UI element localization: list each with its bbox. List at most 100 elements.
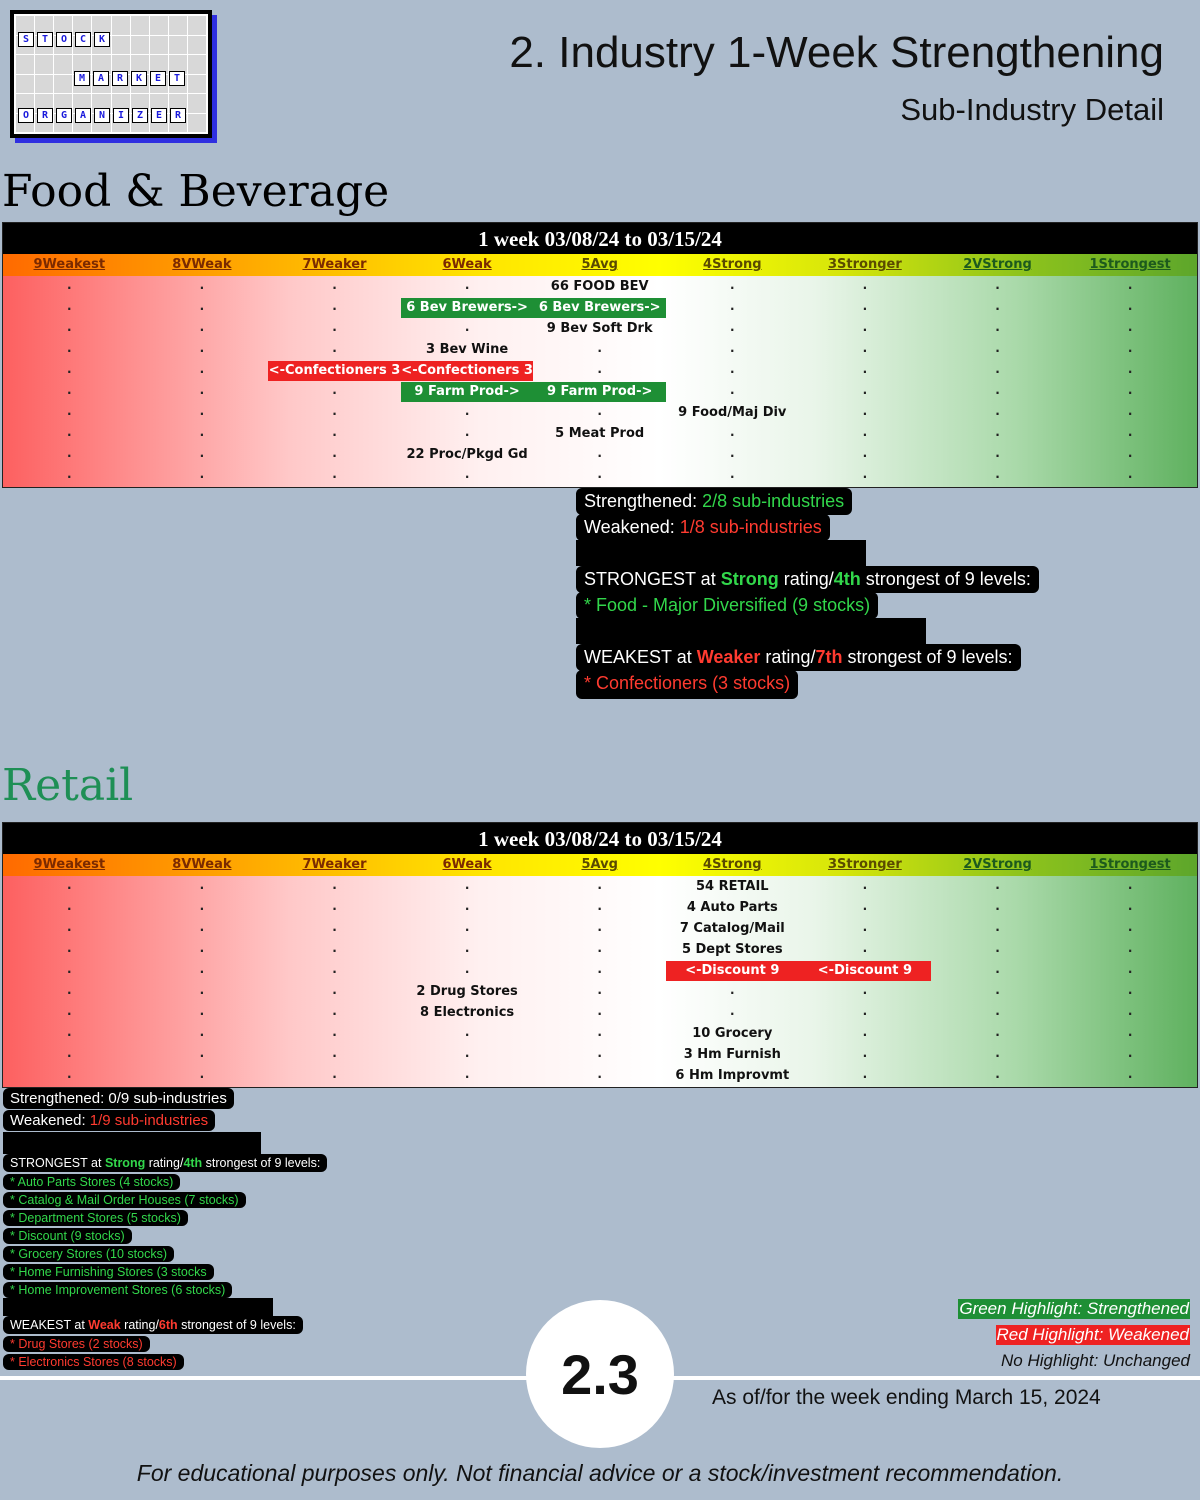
empty-cell-dot: . [995, 278, 1000, 292]
empty-cell-dot: . [995, 404, 1000, 418]
retail-grid-body: ........ 54 RETAIL........ 4 Auto Parts...… [3, 876, 1197, 1087]
empty-cell-dot: . [67, 941, 72, 955]
empty-cell-dot: . [995, 962, 1000, 976]
empty-cell-dot: . [464, 425, 470, 439]
logo-grid-cell [130, 94, 149, 113]
empty-cell-dot: . [199, 1067, 205, 1081]
empty-cell-dot: . [995, 383, 1000, 397]
level-label: 8VWeak [172, 857, 232, 872]
logo-grid-cell [111, 94, 130, 113]
empty-cell-dot: . [730, 362, 735, 376]
food-weakest-line: WEAKEST at Weaker rating/7th strongest o… [576, 644, 1021, 671]
legend-none: No Highlight: Unchanged [1000, 1351, 1190, 1370]
logo-grid-cell [111, 55, 130, 74]
summary-list-item: * Home Improvement Stores (6 stocks) [3, 1282, 233, 1298]
empty-cell-dot: . [464, 920, 470, 934]
empty-cell-dot: . [464, 278, 470, 292]
logo-grid-cell [149, 55, 168, 74]
empty-cell-dot: . [464, 878, 470, 892]
legend-red: Red Highlight: Weakened [995, 1325, 1190, 1345]
level-label: 2VStrong [963, 257, 1032, 272]
empty-cell-dot: . [995, 1067, 1000, 1081]
empty-cell-dot: . [597, 1004, 602, 1018]
summary-list-item: * Drug Stores (2 stocks) [3, 1336, 150, 1352]
empty-cell-dot: . [730, 299, 735, 313]
empty-cell-dot: . [1127, 920, 1133, 934]
logo-grid-cell [168, 94, 187, 113]
logo-grid-cell [187, 35, 206, 54]
retail-level-row: 9Weakest 8VWeak 7Weaker 6Weak 5Avg 4Strong 3St… [3, 854, 1197, 876]
empty-cell-dot: . [995, 320, 1000, 334]
level-label: 1Strongest [1089, 257, 1171, 272]
empty-cell-dot: . [332, 1067, 337, 1081]
sub-industry-cell: <-Discount 9 [798, 961, 932, 981]
logo-grid-cell [149, 94, 168, 113]
empty-cell-dot: . [464, 1025, 470, 1039]
level-label: 1Strongest [1089, 857, 1171, 872]
sub-industry-cell: 6 Hm Improvmt [675, 1068, 790, 1083]
logo-letter: O [18, 108, 34, 123]
logo-grid-cell [92, 94, 111, 113]
empty-cell-dot: . [199, 899, 205, 913]
empty-cell-dot: . [332, 299, 337, 313]
logo-letter: R [170, 108, 186, 123]
empty-cell-dot: . [199, 1004, 205, 1018]
empty-cell-dot: . [1127, 1025, 1133, 1039]
logo-grid-cell [35, 55, 54, 74]
empty-cell-dot: . [597, 983, 602, 997]
summary-list-item: * Discount (9 stocks) [3, 1228, 132, 1244]
logo-letter: T [169, 71, 185, 86]
empty-cell-dot: . [199, 1025, 205, 1039]
empty-cell-dot: . [464, 1067, 470, 1081]
level-label: 6Weak [442, 857, 492, 872]
legend-green: Green Highlight: Strengthened [958, 1299, 1190, 1319]
empty-cell-dot: . [199, 425, 205, 439]
logo-letter: S [18, 32, 34, 47]
empty-cell-dot: . [862, 341, 868, 355]
empty-cell-dot: . [332, 425, 337, 439]
empty-cell-dot: . [67, 383, 72, 397]
sub-industry-cell: 5 Meat Prod [555, 426, 645, 441]
empty-cell-dot: . [332, 446, 337, 460]
empty-cell-dot: . [730, 446, 735, 460]
empty-cell-dot: . [862, 404, 868, 418]
empty-cell-dot: . [1127, 383, 1133, 397]
empty-cell-dot: . [862, 920, 868, 934]
sub-industry-cell: 54 RETAIL [696, 879, 769, 894]
empty-cell-dot: . [995, 1025, 1000, 1039]
logo-letter: E [151, 108, 167, 123]
food-weakened-line: Weakened: 1/8 sub-industries [576, 514, 830, 541]
sub-industry-cell: 9 Farm Prod-> [533, 382, 666, 402]
empty-cell-dot: . [1127, 899, 1133, 913]
sub-industry-cell: 22 Proc/Pkgd Gd [406, 447, 528, 462]
empty-cell-dot: . [199, 962, 205, 976]
empty-cell-dot: . [1127, 404, 1133, 418]
empty-cell-dot: . [199, 404, 205, 418]
logo-grid-cell [16, 74, 35, 93]
empty-cell-dot: . [730, 983, 735, 997]
logo-grid-cell [54, 94, 73, 113]
logo-grid-cell [73, 55, 92, 74]
logo-grid-cell [149, 35, 168, 54]
retail-weakened-line: Weakened: 1/9 sub-industries [3, 1110, 216, 1131]
empty-cell-dot: . [862, 1025, 868, 1039]
logo-letter: T [37, 32, 53, 47]
empty-cell-dot: . [464, 941, 470, 955]
sub-industry-cell: 7 Catalog/Mail [679, 921, 785, 936]
empty-cell-dot: . [332, 962, 337, 976]
page-subtitle: Sub-Industry Detail [900, 92, 1164, 127]
empty-cell-dot: . [995, 299, 1000, 313]
empty-cell-dot: . [67, 320, 72, 334]
summary-list-item: * Catalog & Mail Order Houses (7 stocks) [3, 1192, 246, 1208]
empty-cell-dot: . [1127, 299, 1133, 313]
level-label: 3Stronger [828, 257, 902, 272]
page-number-badge: 2.3 [526, 1300, 674, 1448]
empty-cell-dot: . [199, 878, 205, 892]
summary-list-item: * Electronics Stores (8 stocks) [3, 1354, 184, 1370]
empty-cell-dot: . [1127, 1067, 1133, 1081]
logo-letter: R [112, 71, 128, 86]
empty-cell-dot: . [730, 467, 735, 481]
empty-cell-dot: . [332, 1004, 337, 1018]
empty-cell-dot: . [199, 941, 205, 955]
logo-grid-cell [35, 16, 54, 35]
